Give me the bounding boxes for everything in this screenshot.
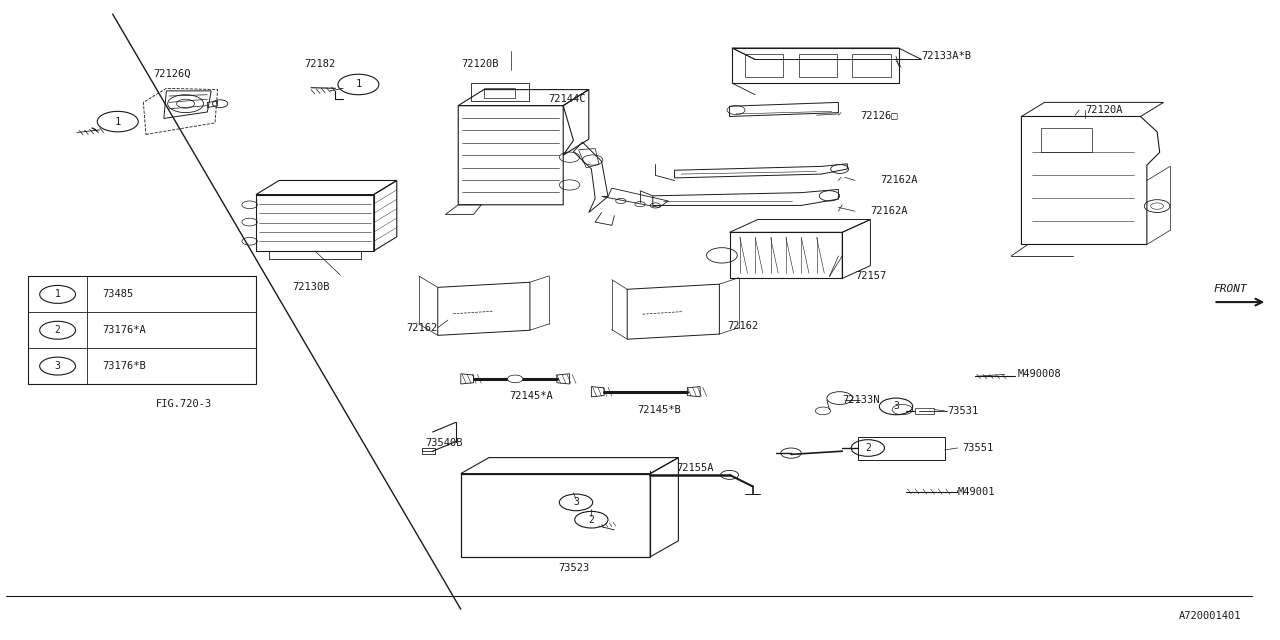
Text: 73531: 73531 — [947, 406, 978, 416]
Text: 72162A: 72162A — [881, 175, 918, 186]
Bar — [852, 54, 891, 77]
Text: FRONT: FRONT — [1213, 284, 1247, 294]
Text: 72130B: 72130B — [292, 282, 329, 292]
Bar — [745, 54, 783, 77]
Text: 72145*A: 72145*A — [509, 390, 553, 401]
Bar — [471, 83, 529, 101]
Text: 3: 3 — [55, 361, 60, 371]
Text: 2: 2 — [589, 515, 594, 525]
Text: 72133A*B: 72133A*B — [922, 51, 972, 61]
Bar — [730, 232, 842, 278]
Bar — [858, 437, 945, 460]
Text: FIG.720-3: FIG.720-3 — [156, 399, 212, 410]
Text: 1: 1 — [115, 116, 120, 127]
Text: 2: 2 — [55, 325, 60, 335]
Bar — [422, 448, 435, 454]
Text: 73485: 73485 — [102, 289, 133, 300]
Text: 73176*A: 73176*A — [102, 325, 146, 335]
Text: 72162: 72162 — [407, 323, 438, 333]
Bar — [28, 276, 256, 384]
Bar — [799, 54, 837, 77]
Text: 73176*B: 73176*B — [102, 361, 146, 371]
Text: 73523: 73523 — [558, 563, 589, 573]
Text: M49001: M49001 — [957, 486, 995, 497]
Bar — [915, 408, 934, 414]
Text: 72120A: 72120A — [1085, 105, 1123, 115]
Text: 2: 2 — [865, 443, 870, 453]
Text: 72155A: 72155A — [676, 463, 713, 474]
Bar — [484, 88, 516, 97]
Text: 72145*B: 72145*B — [637, 404, 681, 415]
Text: 72162A: 72162A — [870, 206, 908, 216]
Text: 3: 3 — [893, 401, 899, 412]
Text: 1: 1 — [55, 289, 60, 300]
Bar — [732, 48, 899, 83]
Text: 72182: 72182 — [305, 59, 335, 69]
Text: 73540B: 73540B — [425, 438, 462, 448]
Text: 3: 3 — [573, 497, 579, 508]
Bar — [1041, 128, 1092, 152]
Text: A720001401: A720001401 — [1179, 611, 1242, 621]
Circle shape — [507, 375, 522, 383]
Text: M490008: M490008 — [1018, 369, 1061, 380]
Text: 72126Q: 72126Q — [154, 68, 191, 79]
Text: 1: 1 — [356, 79, 361, 90]
Text: 72126□: 72126□ — [860, 110, 897, 120]
Text: 72162: 72162 — [727, 321, 758, 332]
Text: 72157: 72157 — [855, 271, 886, 282]
Bar — [461, 474, 650, 557]
Text: 73551: 73551 — [963, 443, 993, 453]
Text: 72144C: 72144C — [548, 94, 585, 104]
Text: 72133N: 72133N — [842, 395, 879, 405]
Text: 72120B: 72120B — [461, 59, 498, 69]
